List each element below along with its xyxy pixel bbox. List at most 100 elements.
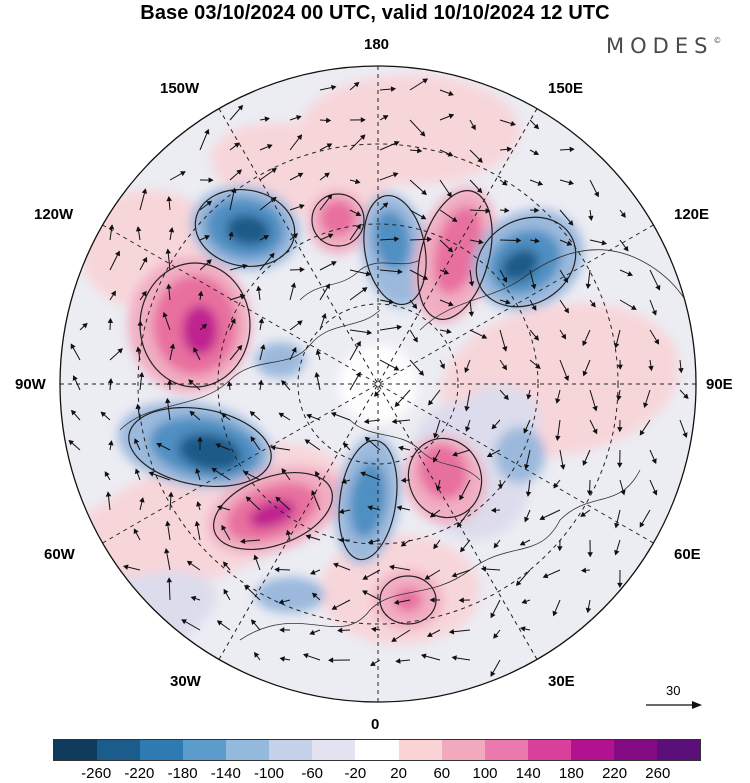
wind-arrowhead — [194, 520, 201, 527]
wind-arrowhead — [537, 180, 544, 186]
lon-label-150w: 150W — [160, 80, 200, 97]
wind-arrowhead — [586, 490, 593, 496]
wind-arrowhead — [236, 344, 243, 351]
wind-arrowhead — [279, 627, 285, 633]
map-boundary — [59, 65, 697, 703]
anomaly-region — [373, 210, 411, 270]
wind-arrowhead — [553, 482, 559, 489]
wind-arrowhead — [561, 333, 567, 340]
wind-arrowhead — [361, 287, 368, 293]
wind-arrowhead — [519, 540, 526, 546]
wind-arrowhead — [592, 405, 598, 412]
wind-arrowhead — [362, 574, 369, 580]
lon-label-0: 0 — [371, 716, 380, 733]
wind-arrowhead — [274, 566, 280, 573]
coastline — [299, 259, 421, 301]
wind-arrowhead — [367, 505, 373, 511]
wind-arrowhead — [620, 212, 626, 218]
wind-arrowhead — [651, 309, 657, 316]
coastline — [349, 419, 481, 481]
wind-arrowhead — [341, 478, 347, 484]
wind-arrowhead — [343, 442, 349, 449]
wind-arrowhead — [448, 90, 454, 96]
colorbar-swatch — [398, 740, 442, 760]
wind-arrowhead — [506, 146, 513, 153]
wind-arrowhead — [397, 268, 403, 275]
wind-arrowhead — [464, 406, 470, 412]
wind-arrowhead — [393, 599, 400, 605]
wind-arrowhead — [337, 627, 343, 634]
wind-arrowhead — [249, 411, 256, 417]
wind-arrowhead — [501, 364, 508, 371]
colorbar-tick-label: 260 — [645, 765, 671, 782]
wind-arrowhead — [360, 117, 366, 123]
modes-logo: MODES© — [606, 34, 722, 58]
lon-label-60w: 60W — [44, 546, 75, 563]
wind-arrowhead — [486, 452, 493, 458]
colorbar-tick-label: -180 — [167, 765, 198, 782]
wind-arrowhead — [216, 505, 223, 511]
wind-arrowhead — [221, 413, 227, 419]
wind-arrowhead — [504, 207, 510, 214]
wind-arrowhead — [281, 468, 287, 474]
wind-arrowhead — [451, 216, 458, 222]
wind-arrowhead — [552, 610, 558, 617]
wind-arrowhead — [297, 172, 304, 178]
wind-arrowhead — [639, 429, 645, 436]
wind-arrowhead — [364, 436, 371, 443]
colorbar-swatch — [269, 740, 313, 760]
contour-line — [212, 472, 334, 550]
colorbar-swatch — [613, 740, 657, 760]
wind-arrowhead — [139, 497, 145, 503]
wind-arrowhead — [333, 562, 339, 568]
anomaly-region — [349, 462, 387, 538]
wind-arrowhead — [115, 250, 120, 257]
wind-arrowhead — [433, 543, 439, 550]
lon-label-120w: 120W — [34, 206, 74, 223]
wind-arrowhead — [563, 277, 569, 283]
wind-arrowhead — [493, 633, 499, 639]
wind-arrowhead — [138, 371, 145, 378]
wind-arrowhead — [353, 81, 360, 88]
wind-arrowhead — [505, 299, 511, 305]
wind-arrowhead — [613, 342, 620, 349]
wind-arrowhead — [355, 340, 361, 347]
wind-arrowhead — [428, 399, 434, 406]
wind-arrowhead — [304, 439, 311, 445]
wind-arrowhead — [168, 491, 174, 497]
wind-arrowhead — [190, 595, 197, 602]
colorbar-tick-label: -100 — [253, 765, 285, 782]
wind-arrowhead — [648, 365, 654, 372]
wind-arrowhead — [418, 370, 424, 376]
wind-arrowhead — [501, 180, 508, 186]
wind-arrowhead — [502, 346, 508, 352]
wind-arrowhead — [134, 468, 141, 475]
wind-arrowhead — [652, 489, 658, 496]
colorbar-labels: -260 -220 -180 -140 -100 -60 -20 20 60 100 140 180 2… — [0, 765, 750, 783]
anomaly-region — [249, 500, 295, 528]
wind-arrowhead — [525, 491, 532, 497]
wind-arrowhead — [310, 569, 316, 575]
map-title: Base 03/10/2024 00 UTC, valid 10/10/2024… — [140, 2, 610, 24]
wind-arrowhead — [296, 115, 302, 121]
wind-arrowhead — [435, 485, 442, 492]
wind-arrowhead — [195, 468, 201, 474]
wind-arrowhead — [188, 379, 194, 385]
wind-arrowhead — [393, 365, 400, 371]
wind-arrowhead — [601, 240, 608, 246]
wind-arrowhead — [429, 512, 436, 518]
wind-arrowhead — [299, 203, 305, 210]
wind-arrowhead — [270, 444, 276, 451]
wind-arrowhead — [250, 619, 257, 625]
lon-label-90w: 90W — [15, 376, 46, 393]
wind-arrowhead — [331, 604, 338, 610]
wind-arrowhead — [451, 572, 458, 578]
colorbar-tick-label: 140 — [515, 765, 541, 782]
wind-arrowhead — [226, 380, 233, 387]
wind-arrowhead — [515, 580, 522, 586]
reference-vector — [646, 701, 702, 709]
wind-arrowhead — [156, 442, 163, 448]
wind-arrowhead — [443, 269, 450, 275]
wind-arrowhead — [110, 290, 116, 297]
wind-arrowhead — [481, 333, 488, 339]
